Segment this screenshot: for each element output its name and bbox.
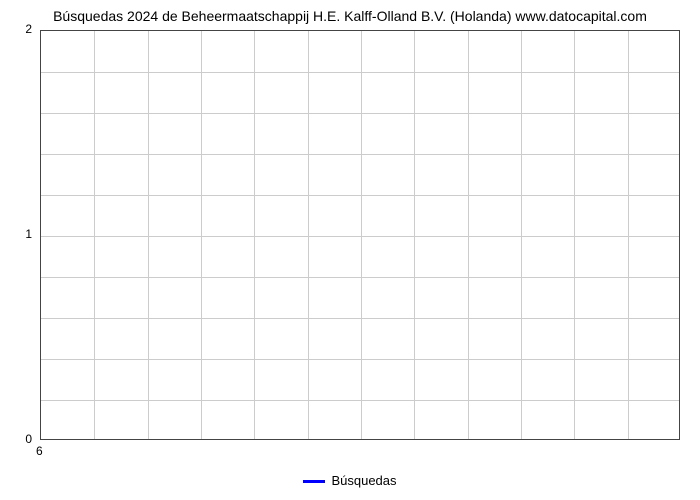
y-tick-label: 0: [8, 432, 32, 446]
gridline-horizontal: [41, 318, 679, 319]
chart-title: Búsquedas 2024 de Beheermaatschappij H.E…: [0, 8, 700, 24]
gridline-horizontal: [41, 400, 679, 401]
gridline-horizontal: [41, 154, 679, 155]
gridline-horizontal: [41, 72, 679, 73]
gridline-vertical: [254, 31, 255, 439]
y-tick-label: 2: [8, 22, 32, 36]
gridline-horizontal: [41, 113, 679, 114]
plot-area: [40, 30, 680, 440]
legend: Búsquedas: [0, 473, 700, 488]
gridline-horizontal: [41, 195, 679, 196]
gridline-vertical: [94, 31, 95, 439]
gridline-vertical: [308, 31, 309, 439]
legend-label: Búsquedas: [331, 473, 396, 488]
x-tick-label: 6: [36, 444, 43, 458]
gridline-horizontal: [41, 359, 679, 360]
gridline-vertical: [414, 31, 415, 439]
gridline-vertical: [361, 31, 362, 439]
gridline-vertical: [574, 31, 575, 439]
gridline-vertical: [628, 31, 629, 439]
gridline-vertical: [468, 31, 469, 439]
gridline-vertical: [148, 31, 149, 439]
gridline-horizontal: [41, 236, 679, 237]
gridline-horizontal: [41, 277, 679, 278]
gridline-vertical: [201, 31, 202, 439]
chart-container: Búsquedas 2024 de Beheermaatschappij H.E…: [0, 0, 700, 500]
gridline-vertical: [521, 31, 522, 439]
legend-swatch: [303, 480, 325, 483]
y-tick-label: 1: [8, 227, 32, 241]
